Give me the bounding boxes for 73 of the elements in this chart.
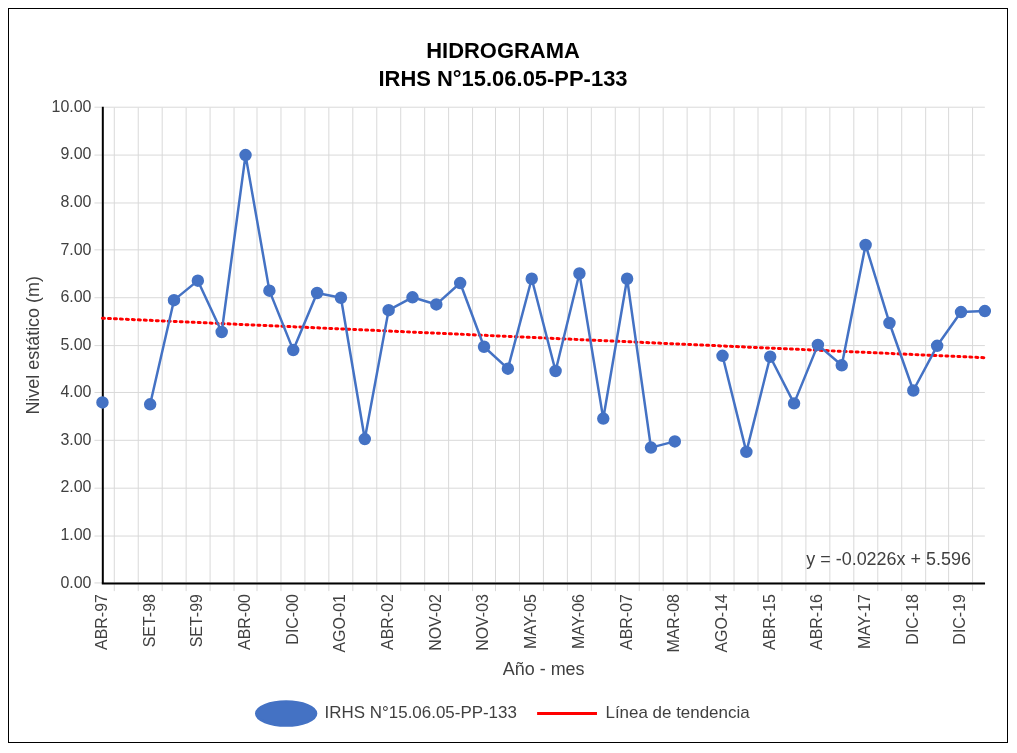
point: [430, 298, 443, 311]
point: [96, 396, 109, 409]
x-tick-label: SET-99: [188, 593, 206, 648]
x-tick-label: SET-98: [140, 593, 158, 648]
y-tick-label: 10.00: [51, 97, 92, 115]
point: [215, 325, 228, 339]
y-axis-title: Nivel estático (m): [22, 276, 43, 415]
point: [287, 343, 300, 357]
x-tick-label: ABR-07: [617, 593, 635, 650]
y-tick-label: 3.00: [60, 430, 92, 448]
point: [334, 291, 348, 305]
x-tick-label: DIC-18: [903, 593, 921, 645]
x-axis-title: Año - mes: [502, 659, 585, 680]
x-tick-label: MAY-17: [855, 593, 873, 650]
chart-title: HIDROGRAMA: [426, 38, 580, 64]
point: [883, 316, 896, 330]
point: [907, 384, 920, 397]
point: [716, 349, 729, 363]
x-tick-label: MAR-08: [665, 594, 683, 653]
x-tick-label: AGO-01: [331, 593, 349, 653]
point: [787, 397, 801, 410]
point: [143, 398, 157, 411]
point: [525, 272, 538, 285]
point: [263, 284, 276, 297]
legend-label: Línea de tendencia: [605, 703, 751, 723]
y-tick-label: 1.00: [60, 525, 92, 543]
x-tick-label: MAY-05: [522, 593, 540, 650]
point: [406, 291, 419, 304]
y-tick-label: 4.00: [60, 383, 92, 401]
x-tick-label: DIC-19: [951, 593, 969, 645]
point: [573, 267, 586, 280]
point: [978, 304, 992, 318]
point: [954, 305, 968, 319]
x-tick-label: ABR-02: [379, 593, 397, 650]
point: [358, 432, 372, 446]
y-tick-label: 7.00: [60, 240, 92, 258]
x-tick-label: ABR-97: [92, 593, 110, 650]
point: [740, 445, 753, 459]
point: [239, 148, 252, 162]
point: [620, 272, 634, 285]
y-tick-label: 6.00: [60, 288, 92, 306]
point: [668, 435, 682, 448]
point: [597, 412, 610, 425]
annotation: y = -0.0226x + 5.596: [806, 549, 971, 570]
x-tick-label: NOV-03: [474, 593, 492, 651]
x-tick-label: ABR-15: [760, 593, 778, 650]
y-tick-label: 2.00: [60, 478, 92, 496]
point: [859, 238, 872, 252]
y-tick-label: 5.00: [60, 335, 92, 353]
x-tick-label: MAY-06: [569, 593, 587, 650]
x-tick-label: DIC-00: [283, 593, 301, 645]
chart-subtitle: IRHS N°15.06.05-PP-133: [378, 66, 628, 92]
point: [811, 338, 825, 352]
point: [477, 340, 491, 353]
point: [382, 303, 395, 317]
y-tick-label: 8.00: [60, 193, 92, 211]
point: [763, 350, 777, 363]
point: [310, 286, 324, 300]
point: [644, 441, 658, 454]
point: [549, 364, 562, 378]
x-tick-label: AGO-14: [712, 593, 730, 653]
point: [167, 293, 181, 307]
y-tick-label: 9.00: [60, 145, 92, 163]
point: [501, 362, 515, 375]
point: [191, 274, 205, 287]
x-tick-label: ABR-00: [235, 593, 253, 650]
x-tick-label: ABR-16: [808, 593, 826, 650]
point: [835, 359, 848, 372]
point: [930, 339, 944, 353]
legend-label: IRHS N°15.06.05-PP-133: [324, 703, 517, 723]
y-tick-label: 0.00: [60, 573, 92, 591]
x-tick-label: NOV-02: [426, 593, 444, 651]
point: [453, 276, 467, 290]
